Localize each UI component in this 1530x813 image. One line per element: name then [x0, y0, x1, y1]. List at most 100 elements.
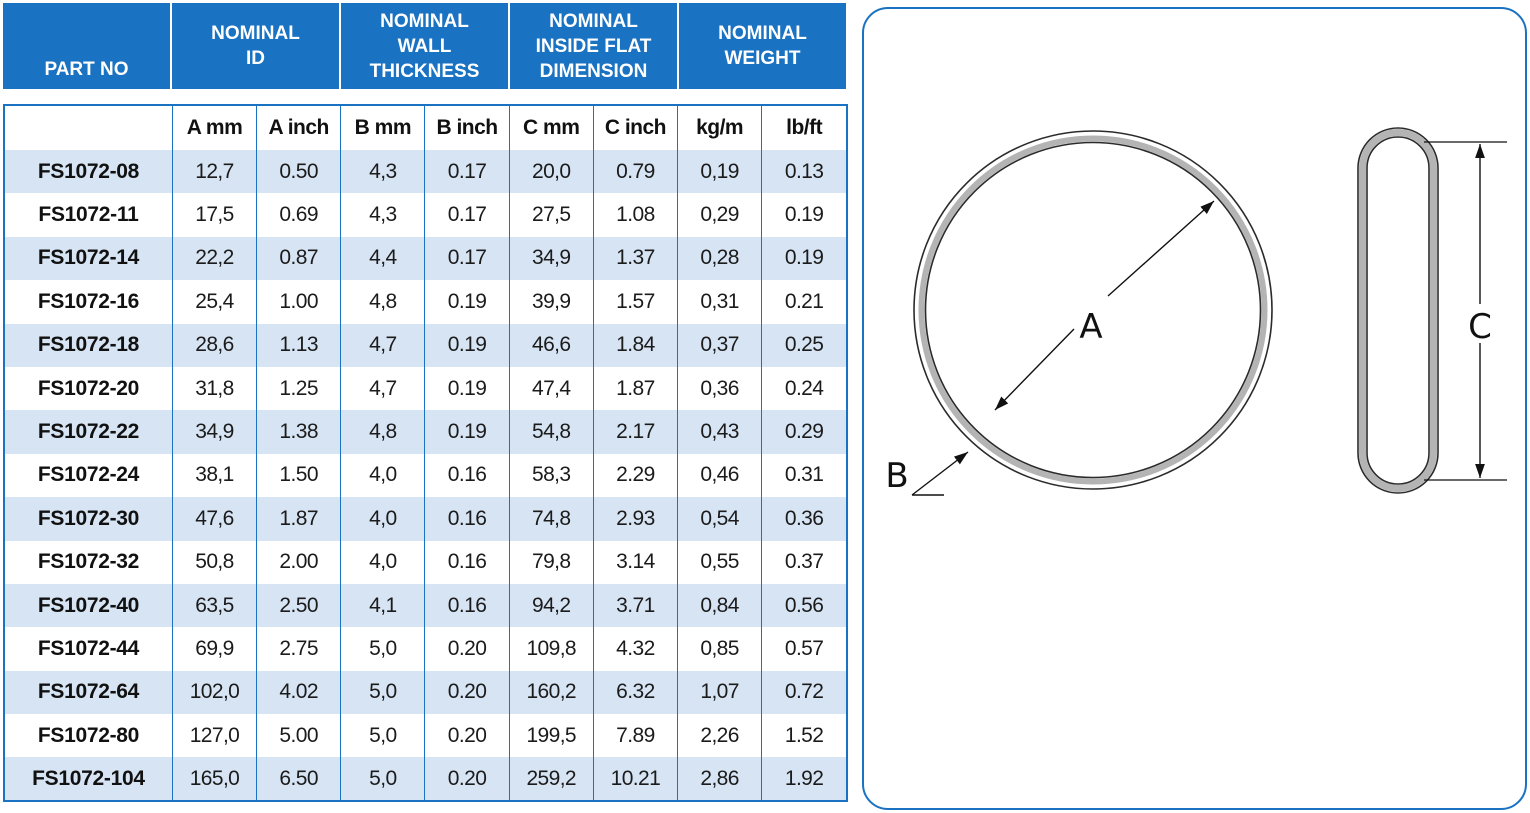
cell-part-no: FS1072-14: [4, 236, 173, 281]
cell-part-no: FS1072-64: [4, 670, 173, 715]
cell-b-mm: 4,4: [340, 236, 425, 281]
cell-a-inch: 4.02: [256, 670, 341, 715]
cell-a-inch: 6.50: [256, 757, 341, 801]
label-b: B: [885, 456, 908, 496]
cell-a-inch: 2.00: [256, 540, 341, 584]
cell-lb-per-ft: 0.36: [761, 497, 847, 541]
cell-c-inch: 1.08: [592, 193, 678, 237]
cell-c-inch: 3.71: [592, 583, 678, 628]
table-row: FS1072-14 22,2 0.87 4,4 0.17 34,9 1.37 0,28 0.19: [4, 236, 847, 281]
cell-b-mm: 4,0: [340, 497, 425, 541]
table-row: FS1072-20 31,8 1.25 4,7 0.19 47,4 1.87 0,36 0.24: [4, 366, 847, 411]
cell-kg-per-m: 0,55: [677, 540, 762, 584]
cell-c-mm: 46,6: [508, 323, 594, 367]
cell-b-mm: 5,0: [340, 670, 425, 715]
cell-part-no: FS1072-40: [4, 583, 173, 628]
cell-b-inch: 0.16: [424, 497, 510, 541]
cell-b-inch: 0.17: [424, 193, 510, 237]
units-b-inch: B inch: [424, 105, 510, 150]
table-row: FS1072-30 47,6 1.87 4,0 0.16 74,8 2.93 0,54 0.36: [4, 497, 847, 541]
cell-c-inch: 2.93: [592, 497, 678, 541]
table-row: FS1072-44 69,9 2.75 5,0 0.20 109,8 4.32 0,85 0.5…: [4, 627, 847, 671]
table-row: FS1072-32 50,8 2.00 4,0 0.16 79,8 3.14 0,55 0.37: [4, 540, 847, 584]
units-a-inch: A inch: [256, 105, 341, 150]
units-kg-per-m: kg/m: [677, 105, 762, 150]
cell-c-inch: 1.37: [592, 236, 678, 281]
header-nominal-wall-thickness: NOMINAL WALL THICKNESS: [341, 3, 510, 89]
cell-lb-per-ft: 0.72: [761, 670, 847, 715]
cell-kg-per-m: 0,36: [677, 366, 762, 411]
cell-part-no: FS1072-11: [4, 193, 173, 237]
cell-lb-per-ft: 0.37: [761, 540, 847, 584]
table-row: FS1072-40 63,5 2.50 4,1 0.16 94,2 3.71 0,84 0.56: [4, 583, 847, 628]
cell-c-mm: 94,2: [508, 583, 594, 628]
specification-table: A mm A inch B mm B inch C mm C inch kg/m…: [3, 104, 848, 802]
cell-part-no: FS1072-30: [4, 497, 173, 541]
cell-b-mm: 4,8: [340, 410, 425, 454]
dimension-a-line: [994, 200, 1215, 411]
cell-b-inch: 0.19: [424, 366, 510, 411]
dimension-b-line: [911, 451, 969, 496]
cell-kg-per-m: 0,46: [677, 453, 762, 498]
cell-c-mm: 58,3: [508, 453, 594, 498]
units-a-mm: A mm: [171, 105, 257, 150]
cell-a-inch: 1.25: [256, 366, 341, 411]
cell-a-inch: 2.50: [256, 583, 341, 628]
cell-part-no: FS1072-18: [4, 323, 173, 367]
ring-diagram: A B C: [885, 127, 1507, 496]
cell-part-no: FS1072-16: [4, 280, 173, 324]
cell-b-mm: 4,0: [340, 540, 425, 584]
cell-kg-per-m: 0,54: [677, 497, 762, 541]
cell-part-no: FS1072-24: [4, 453, 173, 498]
cell-c-inch: 2.17: [592, 410, 678, 454]
cell-a-mm: 50,8: [171, 540, 257, 584]
cell-part-no: FS1072-80: [4, 714, 173, 758]
cell-a-mm: 127,0: [171, 714, 257, 758]
cell-b-inch: 0.19: [424, 323, 510, 367]
cell-a-inch: 1.87: [256, 497, 341, 541]
units-row: A mm A inch B mm B inch C mm C inch kg/m…: [4, 105, 847, 150]
cell-c-inch: 7.89: [592, 714, 678, 758]
units-b-mm: B mm: [340, 105, 425, 150]
cell-part-no: FS1072-22: [4, 410, 173, 454]
cell-b-inch: 0.19: [424, 280, 510, 324]
cell-b-inch: 0.17: [424, 150, 510, 194]
cell-a-mm: 31,8: [171, 366, 257, 411]
cell-lb-per-ft: 0.29: [761, 410, 847, 454]
table-row: FS1072-80 127,0 5.00 5,0 0.20 199,5 7.89 2,26 1.…: [4, 714, 847, 758]
cell-c-inch: 1.84: [592, 323, 678, 367]
header-nominal-inside-flat-dimension: NOMINAL INSIDE FLAT DIMENSION: [510, 3, 679, 89]
cell-kg-per-m: 0,43: [677, 410, 762, 454]
cell-lb-per-ft: 0.21: [761, 280, 847, 324]
cell-c-mm: 54,8: [508, 410, 594, 454]
cell-lb-per-ft: 0.24: [761, 366, 847, 411]
table-row: FS1072-104 165,0 6.50 5,0 0.20 259,2 10.21 2,86…: [4, 757, 847, 801]
cell-c-mm: 160,2: [508, 670, 594, 715]
units-blank: [4, 105, 173, 150]
cell-a-mm: 25,4: [171, 280, 257, 324]
cell-a-mm: 47,6: [171, 497, 257, 541]
cell-b-inch: 0.20: [424, 757, 510, 801]
header-part-no: PART NO: [3, 3, 172, 89]
cell-b-inch: 0.16: [424, 540, 510, 584]
cell-b-mm: 4,3: [340, 193, 425, 237]
cell-b-inch: 0.16: [424, 583, 510, 628]
table-header-bar: PART NO NOMINAL ID NOMINAL WALL THICKNES…: [3, 3, 846, 89]
label-a: A: [1079, 307, 1102, 347]
cell-kg-per-m: 0,84: [677, 583, 762, 628]
dimension-c-line: [1424, 141, 1507, 481]
units-c-inch: C inch: [592, 105, 678, 150]
flat-ring: [1357, 127, 1439, 494]
cell-b-inch: 0.19: [424, 410, 510, 454]
cell-c-inch: 3.14: [592, 540, 678, 584]
cell-kg-per-m: 2,86: [677, 757, 762, 801]
units-c-mm: C mm: [508, 105, 594, 150]
cell-lb-per-ft: 0.13: [761, 150, 847, 194]
table-row: FS1072-08 12,7 0.50 4,3 0.17 20,0 0.79 0,19 0.13: [4, 150, 847, 194]
cell-c-mm: 34,9: [508, 236, 594, 281]
cell-lb-per-ft: 0.56: [761, 583, 847, 628]
cell-kg-per-m: 1,07: [677, 670, 762, 715]
cell-b-inch: 0.20: [424, 714, 510, 758]
cell-c-mm: 109,8: [508, 627, 594, 671]
cell-a-inch: 1.00: [256, 280, 341, 324]
